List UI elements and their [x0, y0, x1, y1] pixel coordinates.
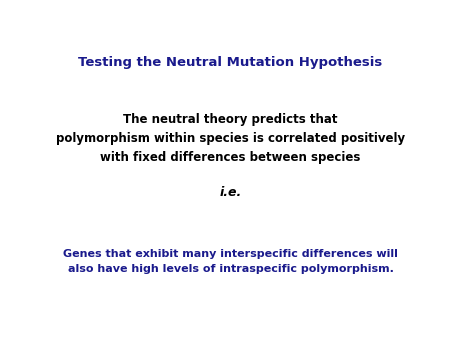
- Text: Testing the Neutral Mutation Hypothesis: Testing the Neutral Mutation Hypothesis: [78, 56, 383, 69]
- Text: Genes that exhibit many interspecific differences will
also have high levels of : Genes that exhibit many interspecific di…: [63, 249, 398, 273]
- Text: i.e.: i.e.: [220, 186, 242, 199]
- Text: The neutral theory predicts that
polymorphism within species is correlated posit: The neutral theory predicts that polymor…: [56, 114, 405, 164]
